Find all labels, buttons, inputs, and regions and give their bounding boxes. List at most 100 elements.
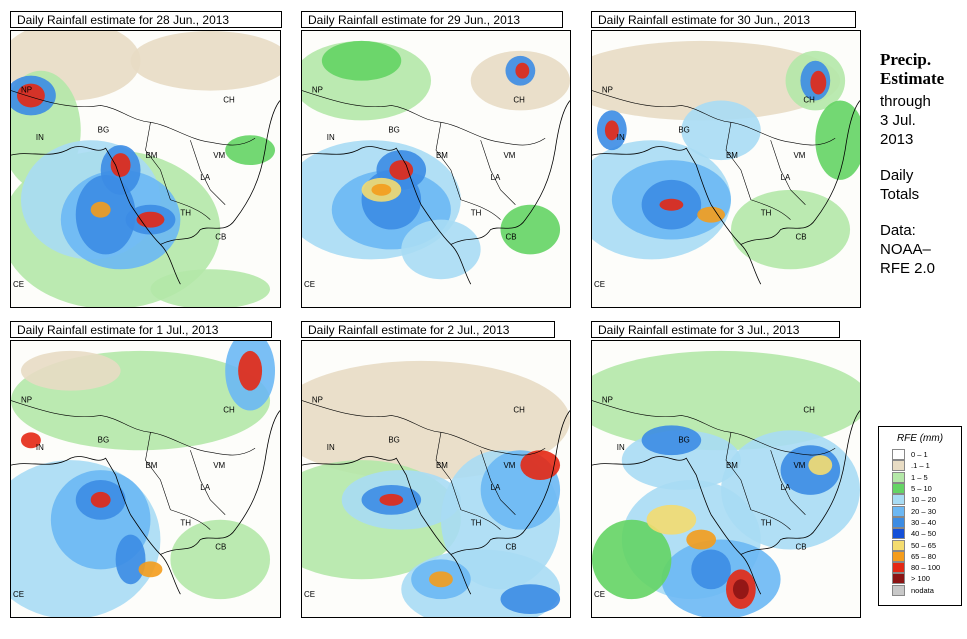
legend-item: 40 – 50 bbox=[892, 528, 961, 540]
country-label-bm: BM bbox=[726, 151, 738, 160]
legend-label: 80 – 100 bbox=[911, 563, 941, 573]
country-label-np: NP bbox=[312, 86, 323, 95]
country-borders bbox=[592, 90, 836, 220]
country-label-ce: CE bbox=[13, 280, 24, 289]
coastline bbox=[11, 100, 280, 285]
rain-area bbox=[815, 100, 860, 180]
country-label-bg: BG bbox=[678, 435, 689, 444]
legend-swatch bbox=[892, 573, 905, 585]
legend-label: 30 – 40 bbox=[911, 517, 937, 527]
country-label-th: TH bbox=[761, 519, 772, 528]
country-borders bbox=[11, 400, 256, 530]
legend-item: 20 – 30 bbox=[892, 505, 961, 517]
legend-label: nodata bbox=[911, 585, 934, 595]
country-label-in: IN bbox=[327, 443, 335, 452]
legend-swatch bbox=[892, 550, 905, 562]
country-label-in: IN bbox=[327, 133, 335, 142]
country-label-la: LA bbox=[781, 173, 791, 182]
country-label-vm: VM bbox=[793, 461, 805, 470]
country-label-ce: CE bbox=[13, 590, 24, 599]
country-label-th: TH bbox=[180, 519, 191, 528]
panel-title: Daily Rainfall estimate for 1 Jul., 2013 bbox=[10, 321, 272, 338]
country-label-ce: CE bbox=[304, 280, 315, 289]
rain-area bbox=[681, 100, 761, 161]
country-label-ce: CE bbox=[594, 590, 605, 599]
daily-line2: Totals bbox=[880, 186, 920, 203]
legend-item: 80 – 100 bbox=[892, 562, 961, 574]
coastline bbox=[302, 100, 570, 285]
country-label-ch: CH bbox=[513, 405, 525, 414]
rain-area bbox=[150, 269, 271, 307]
legend-item: 1 – 5 bbox=[892, 471, 961, 483]
map-canvas: NP CH IN BG BM VM LA TH CB CE bbox=[302, 40, 570, 289]
legend-item: 5 – 10 bbox=[892, 483, 961, 495]
country-label-in: IN bbox=[36, 443, 44, 452]
country-borders bbox=[302, 90, 546, 220]
legend-swatch bbox=[892, 584, 905, 596]
country-label-ch: CH bbox=[513, 95, 525, 104]
country-label-in: IN bbox=[36, 133, 44, 142]
country-borders bbox=[11, 90, 256, 220]
country-label-bm: BM bbox=[146, 461, 158, 470]
country-label-vm: VM bbox=[213, 151, 225, 160]
country-label-np: NP bbox=[602, 86, 613, 95]
rain-area bbox=[697, 206, 726, 223]
daily-line1: Daily bbox=[880, 167, 914, 184]
rain-area bbox=[592, 350, 860, 451]
country-label-np: NP bbox=[21, 86, 32, 95]
country-label-vm: VM bbox=[213, 461, 225, 470]
legend-swatch bbox=[892, 483, 905, 495]
country-label-cb: CB bbox=[215, 233, 226, 242]
country-label-in: IN bbox=[617, 133, 625, 142]
sidebar-info: Precip. Estimate through 3 Jul. 2013 Dai… bbox=[880, 50, 964, 278]
country-label-th: TH bbox=[761, 209, 772, 218]
coastline bbox=[592, 410, 860, 595]
country-label-bg: BG bbox=[388, 125, 399, 134]
rain-area bbox=[130, 31, 280, 91]
rain-area bbox=[16, 83, 45, 108]
country-label-bg: BG bbox=[678, 125, 689, 134]
rain-area bbox=[810, 70, 827, 95]
country-label-la: LA bbox=[491, 173, 501, 182]
legend-item: nodata bbox=[892, 584, 961, 596]
rainfall-map: NP CH IN BG BM VM LA TH CB CE bbox=[301, 30, 571, 308]
rain-area bbox=[691, 549, 731, 590]
country-label-bm: BM bbox=[146, 151, 158, 160]
panel-title: Daily Rainfall estimate for 3 Jul., 2013 bbox=[591, 321, 840, 338]
legend-swatch bbox=[892, 528, 905, 540]
rain-area bbox=[20, 432, 41, 449]
country-label-cb: CB bbox=[795, 542, 806, 551]
legend-title: RFE (mm) bbox=[896, 433, 944, 444]
rain-area bbox=[225, 135, 276, 166]
rain-area bbox=[238, 350, 263, 391]
country-label-cb: CB bbox=[215, 543, 226, 552]
rain-area bbox=[90, 491, 111, 508]
rain-area bbox=[389, 160, 414, 180]
country-label-vm: VM bbox=[793, 151, 805, 160]
coastline bbox=[592, 100, 860, 285]
rainfall-map: NP CH IN BG BM VM LA TH CB CE bbox=[591, 30, 861, 308]
legend-item: 10 – 20 bbox=[892, 494, 961, 506]
through-label: through bbox=[880, 93, 931, 110]
rainfall-map: NP CH IN BG BM VM LA TH CB CE bbox=[301, 340, 571, 618]
through-date-line1: 3 Jul. bbox=[880, 112, 916, 129]
country-label-ch: CH bbox=[223, 95, 235, 104]
legend-swatch bbox=[892, 494, 905, 506]
country-label-ch: CH bbox=[803, 95, 815, 104]
country-label-np: NP bbox=[21, 396, 32, 405]
rain-area bbox=[500, 584, 561, 615]
coastline bbox=[302, 410, 570, 595]
rain-area bbox=[686, 529, 717, 550]
rain-area bbox=[302, 360, 570, 480]
legend-label: 5 – 10 bbox=[911, 484, 932, 494]
country-label-ce: CE bbox=[594, 280, 605, 289]
country-label-ch: CH bbox=[223, 405, 235, 414]
rain-area bbox=[808, 455, 833, 476]
rain-area bbox=[429, 571, 453, 588]
rain-area bbox=[520, 450, 561, 480]
country-label-bg: BG bbox=[98, 435, 109, 444]
rain-area bbox=[500, 204, 561, 255]
rain-area bbox=[90, 201, 111, 218]
data-source-line2: NOAA– bbox=[880, 241, 931, 258]
